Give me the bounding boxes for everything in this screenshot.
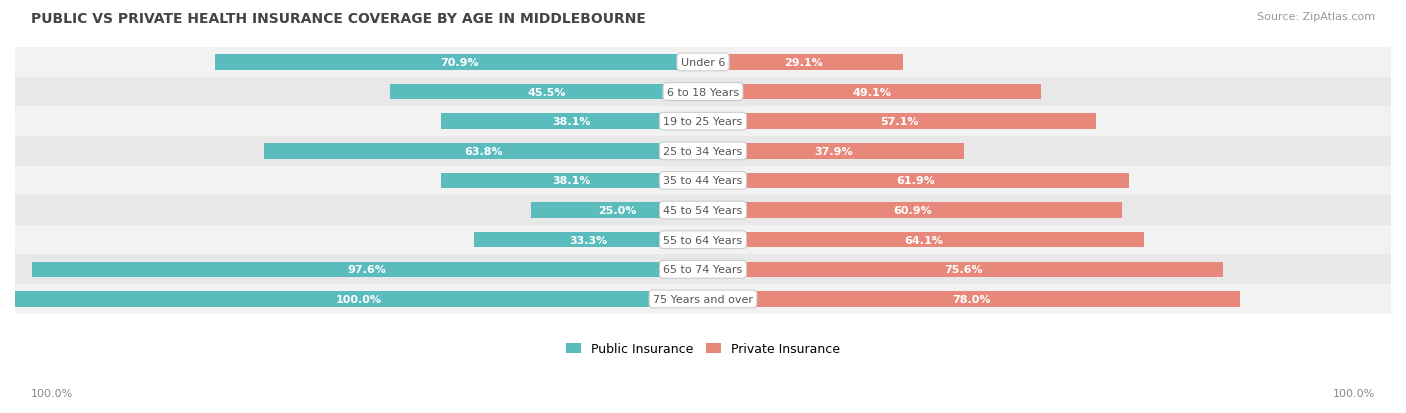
Text: 78.0%: 78.0%	[952, 294, 991, 304]
Text: 38.1%: 38.1%	[553, 117, 591, 127]
Text: 64.1%: 64.1%	[904, 235, 943, 245]
Bar	[264, 144, 703, 159]
FancyBboxPatch shape	[15, 48, 1391, 78]
Bar	[215, 55, 703, 71]
Text: 37.9%: 37.9%	[814, 147, 852, 157]
Bar	[441, 173, 703, 189]
Text: 100.0%: 100.0%	[31, 388, 73, 398]
FancyBboxPatch shape	[15, 137, 1391, 166]
FancyBboxPatch shape	[15, 255, 1391, 285]
Bar	[474, 233, 703, 248]
Text: 57.1%: 57.1%	[880, 117, 918, 127]
Bar	[703, 85, 1040, 100]
Text: 35 to 44 Years: 35 to 44 Years	[664, 176, 742, 186]
Text: 75.6%: 75.6%	[943, 265, 983, 275]
Bar	[703, 203, 1122, 218]
FancyBboxPatch shape	[15, 107, 1391, 137]
Text: 33.3%: 33.3%	[569, 235, 607, 245]
Text: 45.5%: 45.5%	[527, 87, 565, 97]
Text: 55 to 64 Years: 55 to 64 Years	[664, 235, 742, 245]
Bar	[441, 114, 703, 130]
Bar	[703, 114, 1095, 130]
Text: 45 to 54 Years: 45 to 54 Years	[664, 206, 742, 216]
Legend: Public Insurance, Private Insurance: Public Insurance, Private Insurance	[567, 343, 839, 356]
Bar	[703, 173, 1129, 189]
Text: 38.1%: 38.1%	[553, 176, 591, 186]
Text: 97.6%: 97.6%	[347, 265, 387, 275]
Text: Under 6: Under 6	[681, 58, 725, 68]
Text: 49.1%: 49.1%	[852, 87, 891, 97]
Bar	[703, 262, 1223, 278]
Bar	[703, 55, 903, 71]
Text: PUBLIC VS PRIVATE HEALTH INSURANCE COVERAGE BY AGE IN MIDDLEBOURNE: PUBLIC VS PRIVATE HEALTH INSURANCE COVER…	[31, 12, 645, 26]
Text: 29.1%: 29.1%	[783, 58, 823, 68]
FancyBboxPatch shape	[15, 225, 1391, 255]
Text: 65 to 74 Years: 65 to 74 Years	[664, 265, 742, 275]
FancyBboxPatch shape	[15, 78, 1391, 107]
Text: 70.9%: 70.9%	[440, 58, 478, 68]
Bar	[703, 144, 963, 159]
Bar	[389, 85, 703, 100]
Bar	[31, 262, 703, 278]
FancyBboxPatch shape	[15, 196, 1391, 225]
Bar	[703, 292, 1240, 307]
Text: 19 to 25 Years: 19 to 25 Years	[664, 117, 742, 127]
Text: 6 to 18 Years: 6 to 18 Years	[666, 87, 740, 97]
Bar	[531, 203, 703, 218]
Text: 25 to 34 Years: 25 to 34 Years	[664, 147, 742, 157]
Text: 100.0%: 100.0%	[336, 294, 382, 304]
Text: Source: ZipAtlas.com: Source: ZipAtlas.com	[1257, 12, 1375, 22]
Text: 60.9%: 60.9%	[893, 206, 932, 216]
FancyBboxPatch shape	[15, 166, 1391, 196]
Text: 100.0%: 100.0%	[1333, 388, 1375, 398]
Bar	[15, 292, 703, 307]
Text: 61.9%: 61.9%	[897, 176, 935, 186]
Text: 63.8%: 63.8%	[464, 147, 503, 157]
Text: 25.0%: 25.0%	[598, 206, 636, 216]
Bar	[703, 233, 1144, 248]
FancyBboxPatch shape	[15, 285, 1391, 314]
Text: 75 Years and over: 75 Years and over	[652, 294, 754, 304]
